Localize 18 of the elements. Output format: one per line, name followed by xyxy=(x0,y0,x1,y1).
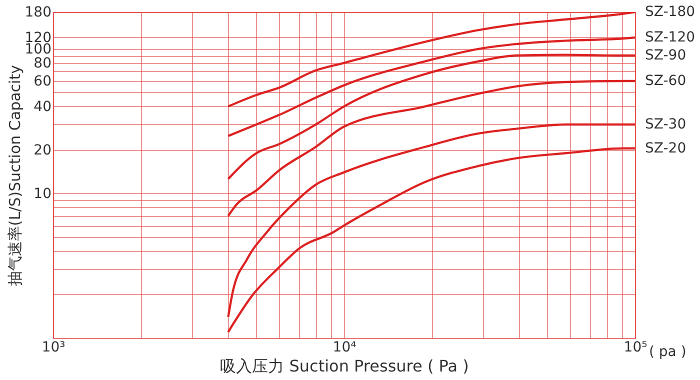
y-tick-label: 60 xyxy=(34,73,52,90)
series-label: SZ-30 xyxy=(645,116,686,132)
y-tick-label: 10 xyxy=(34,186,52,202)
text: ( pa ) xyxy=(649,344,686,360)
series-label: SZ-20 xyxy=(645,140,686,156)
y-axis-title: 抽气速率(L/S)Suction Capacity xyxy=(6,64,24,286)
series-label: SZ-90 xyxy=(645,48,686,64)
y-tick-label: 180 xyxy=(24,4,52,20)
series-label: SZ-180 xyxy=(645,4,696,20)
x-tick-label: 10⁵ xyxy=(624,340,648,356)
x-tick-label: 10³ xyxy=(42,340,66,356)
y-tick-label: 80 xyxy=(34,55,52,72)
y-tick-label: 40 xyxy=(34,98,52,115)
series-label: SZ-120 xyxy=(645,29,696,46)
series-label: SZ-60 xyxy=(645,72,686,89)
x-axis-title: 吸入压力 Suction Pressure ( Pa ) xyxy=(220,356,469,376)
x-tick-label: 10⁴ xyxy=(332,340,357,356)
y-tick-label: 20 xyxy=(34,142,52,158)
